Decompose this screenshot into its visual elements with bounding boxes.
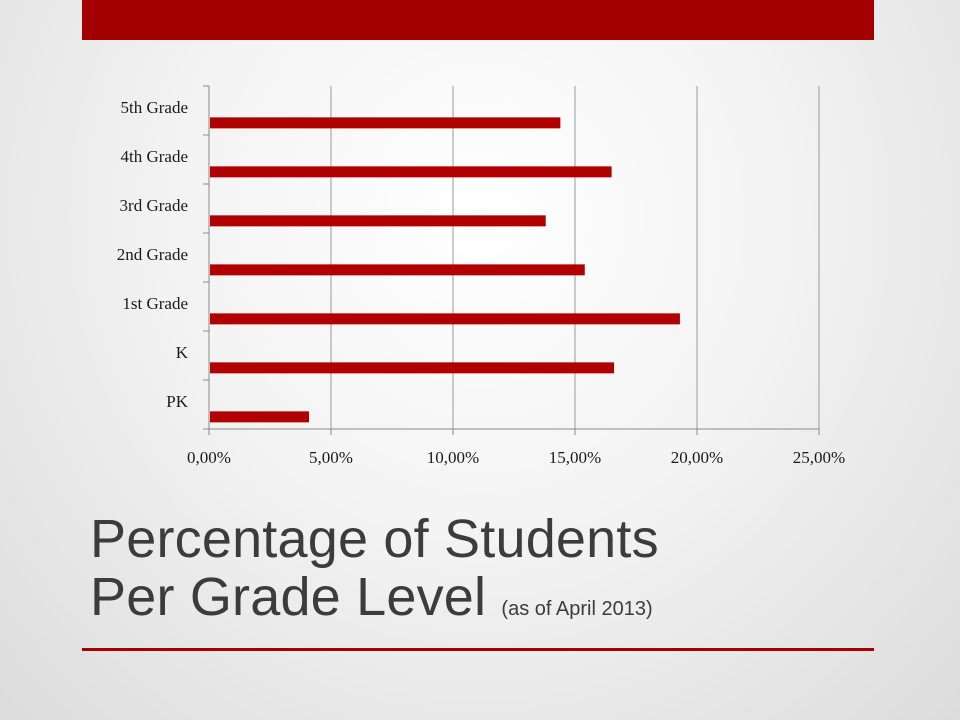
bar — [210, 411, 310, 423]
x-tick-label: 10,00% — [427, 448, 479, 467]
top-accent-band — [82, 0, 874, 40]
title-underline-rule — [82, 648, 874, 651]
x-tick-label: 20,00% — [671, 448, 723, 467]
category-label: 4th Grade — [120, 147, 188, 166]
category-label: 1st Grade — [122, 294, 188, 313]
category-label: PK — [166, 392, 188, 411]
x-tick-label: 0,00% — [187, 448, 231, 467]
title-line-2: Per Grade Level (as of April 2013) — [90, 568, 870, 638]
category-label: 3rd Grade — [120, 196, 188, 215]
bar — [210, 215, 546, 227]
category-label: 5th Grade — [120, 98, 188, 117]
x-tick-label: 25,00% — [793, 448, 845, 467]
bar — [210, 117, 561, 129]
bar-chart: 0,00% 5,00% 10,00% 15,00% 20,00% 25,00% PK K 1st… — [117, 85, 845, 467]
x-tick-label: 5,00% — [309, 448, 353, 467]
slide-title: Percentage of Students Per Grade Level (… — [90, 510, 870, 638]
title-subtitle: (as of April 2013) — [501, 598, 653, 620]
bar — [210, 166, 612, 178]
category-label: K — [176, 343, 189, 362]
bar — [210, 362, 615, 374]
title-line-1: Percentage of Students — [90, 509, 659, 569]
x-tick-label: 15,00% — [549, 448, 601, 467]
category-label: 2nd Grade — [117, 245, 188, 264]
bar — [210, 264, 585, 276]
title-line-2-text: Per Grade Level — [90, 567, 487, 627]
bar — [210, 313, 680, 325]
